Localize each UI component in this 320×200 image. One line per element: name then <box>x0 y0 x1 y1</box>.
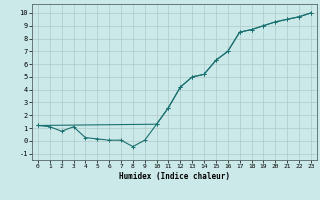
X-axis label: Humidex (Indice chaleur): Humidex (Indice chaleur) <box>119 172 230 181</box>
